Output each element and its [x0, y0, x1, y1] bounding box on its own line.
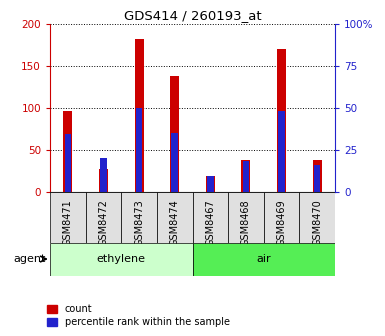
- Bar: [64, 111, 72, 192]
- Bar: [170, 76, 179, 192]
- Text: GSM8471: GSM8471: [63, 199, 73, 246]
- Bar: [65, 134, 71, 192]
- Bar: [207, 176, 214, 192]
- Text: GSM8468: GSM8468: [241, 199, 251, 246]
- Bar: [264, 192, 300, 243]
- Bar: [192, 243, 335, 276]
- Text: GSM8467: GSM8467: [205, 199, 215, 246]
- Bar: [300, 192, 335, 243]
- Bar: [157, 192, 192, 243]
- Text: agent: agent: [14, 254, 46, 264]
- Bar: [171, 133, 178, 192]
- Bar: [50, 243, 192, 276]
- Text: GSM8472: GSM8472: [99, 199, 109, 246]
- Bar: [278, 111, 285, 192]
- Bar: [136, 108, 142, 192]
- Bar: [121, 192, 157, 243]
- Text: GSM8470: GSM8470: [312, 199, 322, 246]
- Text: ethylene: ethylene: [97, 254, 146, 264]
- Text: GSM8473: GSM8473: [134, 199, 144, 246]
- Bar: [99, 169, 108, 192]
- Bar: [313, 161, 321, 192]
- Bar: [50, 192, 85, 243]
- Bar: [241, 161, 250, 192]
- Bar: [243, 161, 249, 192]
- Bar: [277, 49, 286, 192]
- Bar: [228, 192, 264, 243]
- Bar: [206, 175, 215, 192]
- Bar: [100, 158, 107, 192]
- Legend: count, percentile rank within the sample: count, percentile rank within the sample: [44, 300, 234, 331]
- Bar: [85, 192, 121, 243]
- Text: air: air: [256, 254, 271, 264]
- Bar: [192, 192, 228, 243]
- Bar: [314, 165, 320, 192]
- Title: GDS414 / 260193_at: GDS414 / 260193_at: [124, 9, 261, 23]
- Text: GSM8474: GSM8474: [170, 199, 180, 246]
- Text: GSM8469: GSM8469: [276, 199, 286, 246]
- Bar: [135, 39, 144, 192]
